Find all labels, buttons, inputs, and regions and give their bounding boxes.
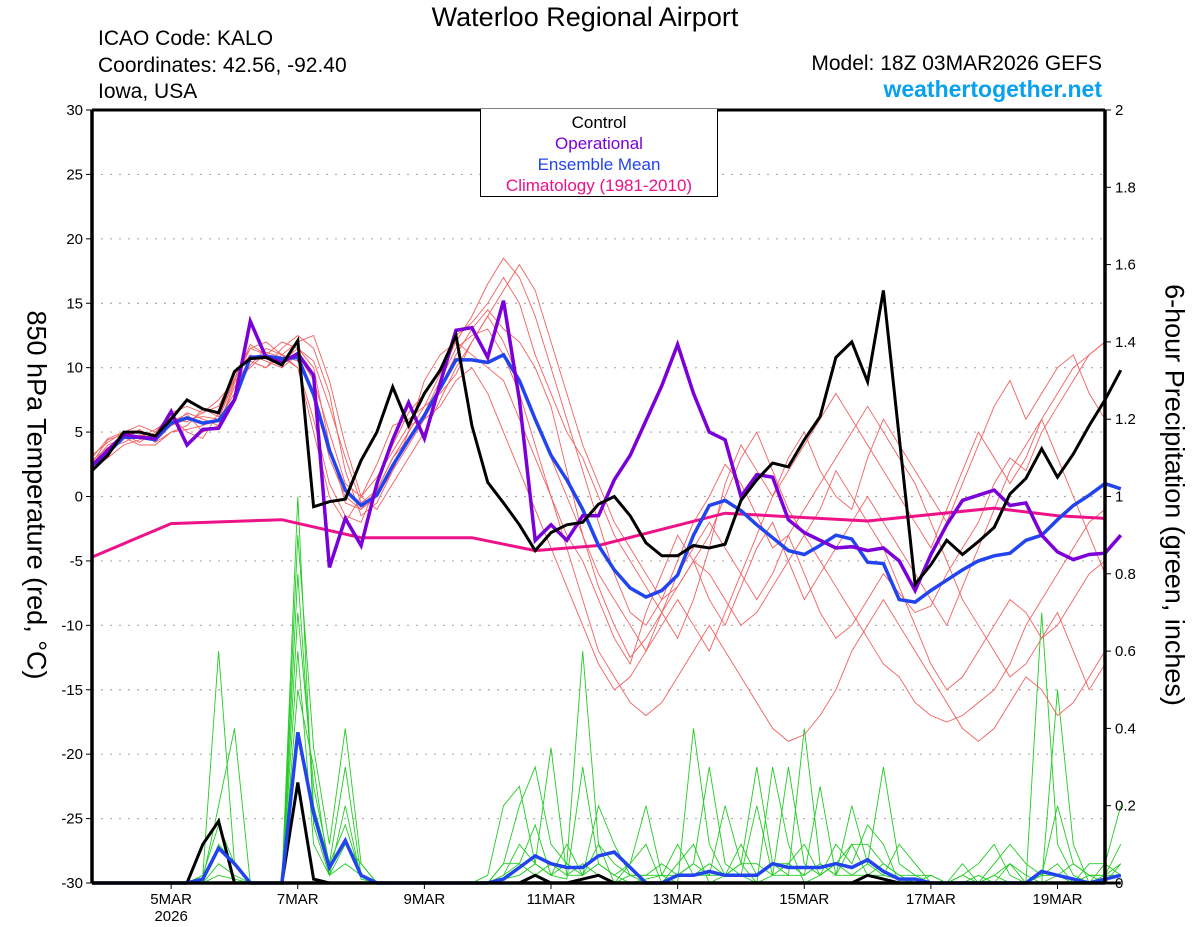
x-tick-label: 7MAR bbox=[277, 891, 319, 908]
y-tick-label: 25 bbox=[66, 166, 83, 183]
temperature-member-line bbox=[91, 308, 1106, 691]
ensemble-mean-line bbox=[90, 352, 1122, 604]
icao-code: ICAO Code: KALO bbox=[98, 27, 274, 50]
y-tick-label: 10 bbox=[66, 360, 83, 377]
y-tick-label: 15 bbox=[66, 295, 83, 312]
y-right-tick-label: 0.6 bbox=[1115, 643, 1136, 660]
y-right-tick-label: 1.8 bbox=[1115, 179, 1136, 196]
climatology-line bbox=[91, 506, 1106, 559]
y-tick-label: -25 bbox=[61, 811, 83, 828]
x-tick-label: 17MAR bbox=[906, 891, 956, 908]
precip-member-line bbox=[92, 573, 1122, 884]
y-right-tick-label: 1.2 bbox=[1115, 411, 1136, 428]
y-tick-label: 5 bbox=[75, 424, 83, 441]
region-label: Iowa, USA bbox=[98, 80, 198, 103]
y-tick-label: -15 bbox=[61, 682, 83, 699]
x-tick-label: 5MAR bbox=[150, 891, 192, 908]
x-tick-label: 9MAR bbox=[404, 891, 446, 908]
y-tick-label: 20 bbox=[66, 231, 83, 248]
y-tick-label: -5 bbox=[70, 553, 83, 570]
y-tick-label: 30 bbox=[66, 102, 83, 119]
temperature-member-line bbox=[91, 257, 1106, 639]
chart-title: Waterloo Regional Airport bbox=[431, 2, 739, 32]
legend: Control Operational Ensemble Mean Climat… bbox=[480, 109, 718, 197]
y-right-tick-label: 0.4 bbox=[1115, 720, 1136, 737]
x-tick-year-label: 2026 bbox=[154, 908, 187, 925]
y-right-tick-label: 1.6 bbox=[1115, 257, 1136, 274]
y-right-tick-label: 0.2 bbox=[1115, 798, 1136, 815]
y-right-tick-label: 1 bbox=[1115, 489, 1123, 506]
legend-entry-control: Control bbox=[571, 113, 627, 132]
y-tick-label: -20 bbox=[61, 746, 83, 763]
site-link[interactable]: weathertogether.net bbox=[883, 76, 1102, 102]
y-right-tick-label: 1.4 bbox=[1115, 334, 1136, 351]
y-tick-label: -10 bbox=[61, 617, 83, 634]
model-run-label: Model: 18Z 03MAR2026 GEFS bbox=[811, 52, 1102, 75]
y-right-tick-label: 0.8 bbox=[1115, 566, 1136, 583]
operational-line bbox=[90, 300, 1123, 595]
y-right-tick-label: 0 bbox=[1115, 875, 1123, 892]
temperature-member-line bbox=[91, 263, 1106, 723]
x-tick-label: 13MAR bbox=[653, 891, 703, 908]
ensemble-mean-precip-line bbox=[92, 731, 1122, 885]
control-line bbox=[90, 290, 1123, 588]
legend-entry-climatology: Climatology (1981-2010) bbox=[505, 176, 693, 195]
temperature-members-group bbox=[91, 257, 1106, 742]
y-tick-label: 0 bbox=[75, 489, 83, 506]
temperature-member-line bbox=[91, 276, 1106, 640]
temperature-member-line bbox=[91, 341, 1106, 666]
temperature-member-line bbox=[91, 328, 1106, 742]
ticks-group: 302520151050-5-10-15-20-25-3021.81.61.41… bbox=[61, 102, 1136, 925]
coordinates: Coordinates: 42.56, -92.40 bbox=[98, 54, 347, 77]
y-axis-label-right: 6-hour Precipitation (green, inches) bbox=[1159, 284, 1190, 706]
y-tick-label: -30 bbox=[61, 875, 83, 892]
y-right-tick-label: 2 bbox=[1115, 102, 1123, 119]
x-tick-label: 19MAR bbox=[1033, 891, 1083, 908]
legend-entry-operational: Operational bbox=[555, 134, 643, 153]
x-tick-label: 11MAR bbox=[527, 891, 576, 908]
y-axis-label-left: 850 hPa Temperature (red, °C) bbox=[21, 310, 52, 680]
legend-entry-ensemble-mean: Ensemble Mean bbox=[537, 155, 661, 174]
x-tick-label: 15MAR bbox=[779, 891, 829, 908]
